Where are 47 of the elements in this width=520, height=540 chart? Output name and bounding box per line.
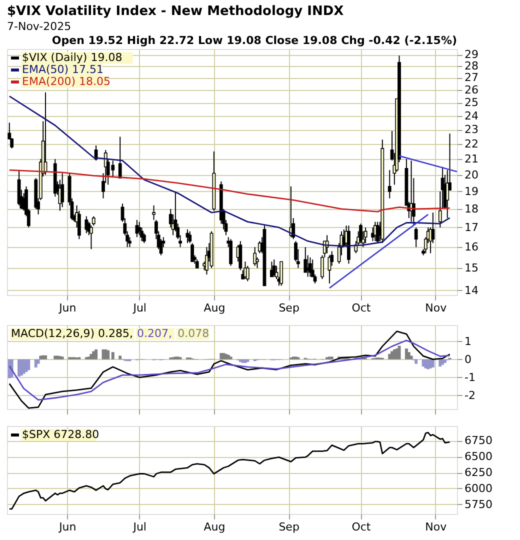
legend-label: EMA(50) 17.51: [22, 63, 104, 76]
chart-title: $VIX Volatility Index - New Methodology INDX: [7, 4, 344, 19]
x-tick-label: Jun: [58, 302, 76, 314]
x-tick-label: Oct: [352, 302, 372, 314]
text: Open 19.52 High 22.72 Low 19.08 Close 19.08 Chg -0.42 (-2.15%): [52, 34, 457, 47]
y-tick-label: 28: [464, 59, 478, 72]
x-tick-label: Aug: [204, 520, 226, 534]
y-tick-label: 0: [464, 352, 472, 366]
x-tick-label: Aug: [204, 302, 226, 314]
y-tick-label: 22: [464, 137, 478, 150]
chart-subtitle: 7-Nov-2025: [7, 20, 72, 33]
x-tick-label: Jul: [132, 302, 146, 314]
y-tick-label: 24: [464, 109, 478, 122]
legend-label: EMA(200) 18.05: [22, 75, 111, 88]
text: 0.207,: [137, 327, 172, 340]
y-tick-label: 5750: [464, 498, 492, 511]
text: MACD(12,26,9) 0.285,: [11, 327, 134, 340]
y-tick-label: 26: [464, 83, 478, 96]
y-tick-label: 6500: [464, 450, 492, 464]
y-tick-label: 6000: [464, 482, 492, 495]
y-tick-label: 17: [464, 220, 478, 234]
y-tick-label: -2: [464, 388, 476, 402]
y-tick-label: 27: [464, 71, 478, 84]
x-tick-label: Oct: [352, 520, 372, 534]
series-label: 0.078: [178, 327, 210, 340]
y-tick-label: 14: [464, 284, 478, 297]
y-tick-label: 15: [464, 262, 478, 274]
y-tick-label: 25: [464, 96, 478, 110]
legend-label: $SPX 6728.80: [22, 428, 100, 441]
x-tick-label: Nov: [425, 520, 448, 534]
y-tick-label: 6750: [464, 434, 492, 448]
x-tick-label: Sep: [278, 520, 300, 534]
y-tick-label: 18: [464, 202, 478, 216]
x-tick-label: Jun: [58, 520, 76, 534]
y-tick-label: 29: [464, 48, 478, 62]
x-tick-label: Nov: [425, 302, 448, 314]
y-tick-label: 16: [464, 240, 478, 254]
y-tick-label: 1: [464, 334, 472, 348]
y-tick-label: 19: [464, 184, 478, 198]
legend-label: $VIX (Daily) 19.08: [22, 51, 122, 64]
y-tick-label: 23: [464, 123, 478, 136]
x-tick-label: Jul: [132, 520, 146, 534]
y-tick-label: -1: [464, 370, 476, 384]
y-tick-label: 20: [464, 168, 478, 182]
y-tick-label: 6250: [464, 466, 492, 480]
x-tick-label: Sep: [278, 302, 300, 314]
y-tick-label: 21: [464, 152, 478, 166]
